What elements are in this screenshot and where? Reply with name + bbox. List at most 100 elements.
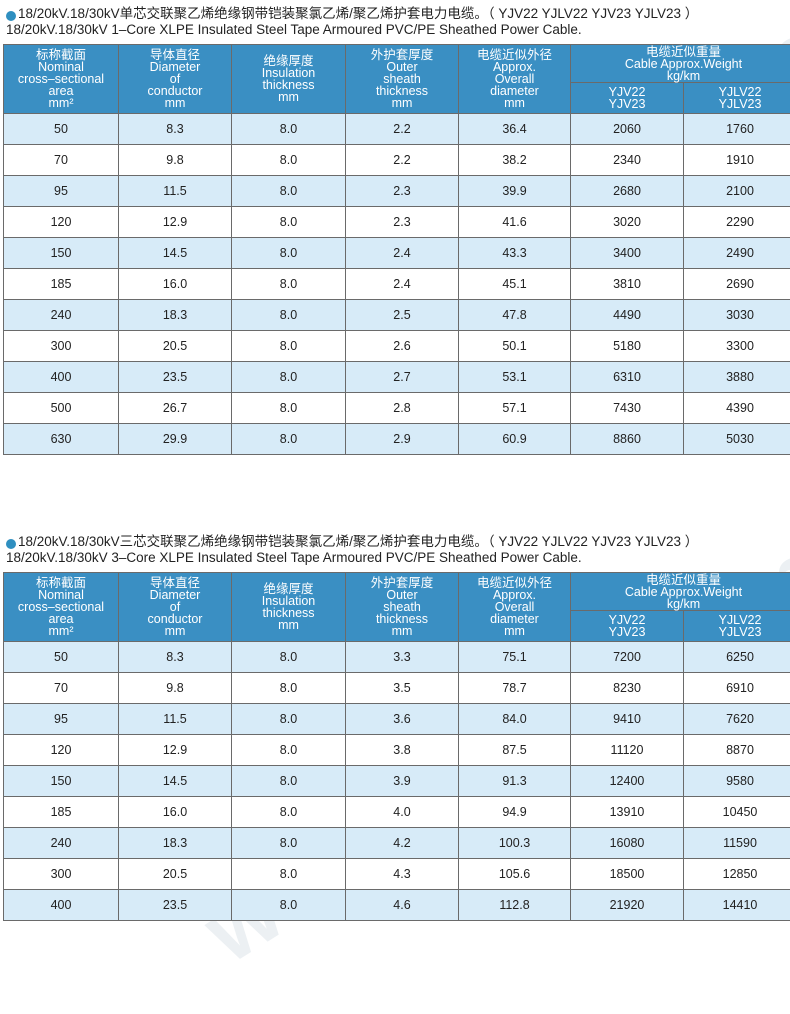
- table-cell: 3030: [682, 299, 790, 331]
- table-cell: 8.0: [231, 175, 346, 207]
- table-cell: 8.0: [231, 889, 346, 921]
- table-cell: 8.0: [231, 423, 346, 455]
- table-cell: 7430: [570, 392, 684, 424]
- table-row: 95 11.5 8.0 2.3 39.9 2680 2100: [3, 175, 790, 207]
- header-weight-line: 电缆近似重量: [646, 44, 722, 59]
- header-sheath-thickness-line: sheath: [383, 600, 421, 614]
- header-conductor-diameter-line: 导体直径: [149, 48, 200, 62]
- table-cell: 7620: [682, 703, 790, 735]
- table-row: 500 26.7 8.0 2.8 57.1 7430 4390: [3, 392, 790, 424]
- table-cell: 95: [3, 703, 119, 735]
- table-cell: 11120: [570, 734, 684, 766]
- table-cell: 1760: [682, 113, 790, 145]
- header-sheath-thickness-line: 外护套厚度: [370, 48, 434, 62]
- table-row: 70 9.8 8.0 2.2 38.2 2340 1910: [3, 144, 790, 176]
- table-cell: 8.3: [118, 113, 232, 145]
- table-cell: 500: [3, 392, 119, 424]
- table-cell: 150: [3, 765, 119, 797]
- header-conductor-diameter: 导体直径 Diameter of conductor mm: [118, 44, 232, 114]
- table-cell: 2680: [570, 175, 684, 207]
- table-cell: 8870: [682, 734, 790, 766]
- table-cell: 8.0: [231, 703, 346, 735]
- table-row: 120 12.9 8.0 2.3 41.6 3020 2290: [3, 206, 790, 238]
- table-cell: 70: [3, 672, 119, 704]
- header-weight-line: Cable Approx.Weight: [624, 584, 743, 599]
- header-weight-line: kg/km: [666, 596, 701, 611]
- header-insulation-thickness: 绝缘厚度 Insulation thickness mm: [231, 44, 346, 114]
- table-cell: 8.0: [231, 672, 346, 704]
- header-overall-diameter-line: Overall: [494, 72, 535, 86]
- table-cell: 18500: [570, 858, 684, 890]
- header-conductor-diameter-line: conductor: [147, 84, 203, 98]
- table-cell: 11.5: [118, 175, 232, 207]
- cable-spec-table: 标称截面 Nominal cross–sectional area mm² 导体直径 Di…: [3, 44, 790, 455]
- header-weight-al-line: YJLV22: [718, 613, 762, 627]
- table-cell: 70: [3, 144, 119, 176]
- header-weight-al-line: YJLV23: [718, 97, 762, 111]
- table-cell: 18.3: [118, 827, 232, 859]
- header-weight-cu-line: YJV22: [608, 85, 646, 99]
- header-nominal-area-line: area: [48, 612, 74, 626]
- header-weight: 电缆近似重量 Cable Approx.Weight kg/km: [569, 44, 790, 83]
- table-cell: 185: [3, 796, 119, 828]
- table-cell: 120: [3, 206, 119, 238]
- header-conductor-diameter-line: 导体直径: [149, 576, 200, 590]
- header-weight-al-line: YJLV22: [718, 85, 762, 99]
- header-conductor-diameter-line: Diameter: [149, 588, 201, 602]
- header-insulation-thickness-line: 绝缘厚度: [263, 582, 314, 596]
- table-cell: 8.0: [231, 144, 346, 176]
- table-cell: 6310: [570, 361, 684, 393]
- table-cell: 2.2: [345, 144, 459, 176]
- section-title-cn: 18/20kV.18/30kV三芯交联聚乙烯绝缘钢带铠装聚氯乙烯/聚乙烯护套电力…: [18, 534, 699, 549]
- table-cell: 84.0: [458, 703, 571, 735]
- header-weight-al: YJLV22 YJLV23: [682, 82, 790, 114]
- table-cell: 150: [3, 237, 119, 269]
- table-cell: 8.0: [231, 330, 346, 362]
- section-title-en: 18/20kV.18/30kV 3–Core XLPE Insulated St…: [6, 550, 582, 565]
- table-cell: 9.8: [118, 672, 232, 704]
- header-nominal-area-line: cross–sectional: [17, 600, 105, 614]
- table-cell: 41.6: [458, 206, 571, 238]
- table-cell: 50.1: [458, 330, 571, 362]
- header-sheath-thickness-line: Outer: [386, 588, 418, 602]
- table-cell: 8.0: [231, 206, 346, 238]
- table-row: 300 20.5 8.0 4.3 105.6 18500 12850: [3, 858, 790, 890]
- table-cell: 8.0: [231, 268, 346, 300]
- header-sheath-thickness-line: 外护套厚度: [370, 576, 434, 590]
- table-cell: 3.9: [345, 765, 459, 797]
- table-cell: 8.0: [231, 858, 346, 890]
- header-weight: 电缆近似重量 Cable Approx.Weight kg/km: [569, 572, 790, 611]
- table-cell: 26.7: [118, 392, 232, 424]
- header-nominal-area-line: cross–sectional: [17, 72, 105, 86]
- header-conductor-diameter-line: mm: [164, 96, 186, 110]
- cable-table-section-3core: 18/20kV.18/30kV三芯交联聚乙烯绝缘钢带铠装聚氯乙烯/聚乙烯护套电力…: [0, 534, 790, 921]
- table-cell: 3.3: [345, 641, 459, 673]
- header-nominal-area-line: 标称截面: [35, 48, 86, 62]
- table-cell: 4390: [682, 392, 790, 424]
- table-cell: 2.9: [345, 423, 459, 455]
- header-insulation-thickness-line: thickness: [262, 606, 315, 620]
- table-row: 630 29.9 8.0 2.9 60.9 8860 5030: [3, 423, 790, 455]
- table-cell: 18.3: [118, 299, 232, 331]
- table-cell: 8.0: [231, 113, 346, 145]
- table-cell: 6910: [682, 672, 790, 704]
- table-cell: 2.3: [345, 206, 459, 238]
- table-row: 70 9.8 8.0 3.5 78.7 8230 6910: [3, 672, 790, 704]
- table-cell: 240: [3, 827, 119, 859]
- table-cell: 8.0: [231, 299, 346, 331]
- table-cell: 14.5: [118, 237, 232, 269]
- table-cell: 50: [3, 641, 119, 673]
- section-title: 18/20kV.18/30kV三芯交联聚乙烯绝缘钢带铠装聚氯乙烯/聚乙烯护套电力…: [0, 534, 790, 565]
- header-insulation-thickness-line: mm: [278, 618, 299, 632]
- table-row: 185 16.0 8.0 4.0 94.9 13910 10450: [3, 796, 790, 828]
- section-title-en: 18/20kV.18/30kV 1–Core XLPE Insulated St…: [6, 22, 582, 37]
- table-cell: 3020: [570, 206, 684, 238]
- table-cell: 2340: [570, 144, 684, 176]
- header-conductor-diameter-line: of: [169, 72, 181, 86]
- header-overall-diameter-line: mm: [504, 96, 525, 110]
- table-cell: 1910: [682, 144, 790, 176]
- table-cell: 43.3: [458, 237, 571, 269]
- header-weight-line: Cable Approx.Weight: [624, 56, 743, 71]
- table-cell: 91.3: [458, 765, 571, 797]
- table-cell: 20.5: [118, 330, 232, 362]
